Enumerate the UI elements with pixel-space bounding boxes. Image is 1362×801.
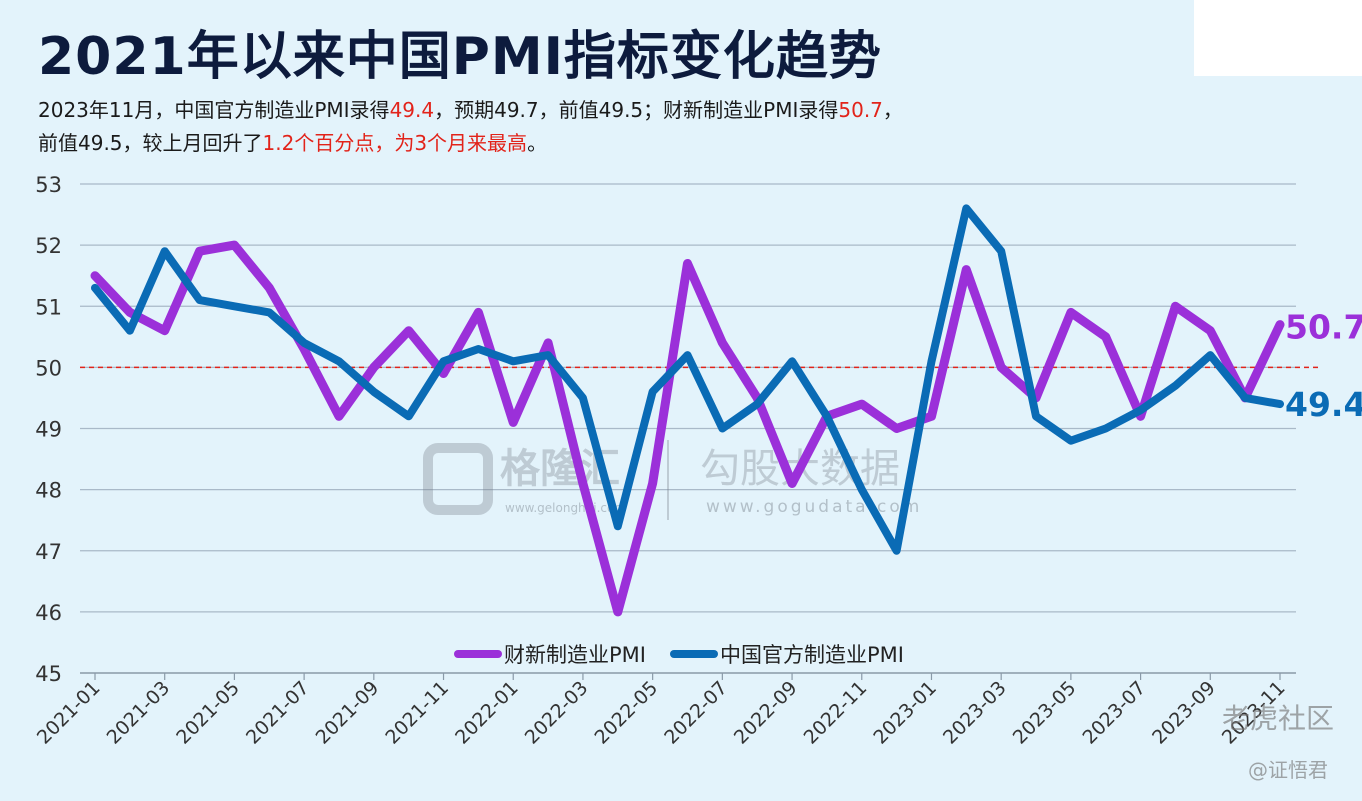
x-tick-label-2022-11: 2022-11 [800, 677, 872, 749]
watermark-tiger-community: 老虎社区 [1221, 702, 1334, 735]
label-layer: 50.7 49.4 [1285, 308, 1362, 424]
x-tick-label-2022-03: 2022-03 [521, 677, 593, 749]
legend-label-0: 财新制造业PMI [504, 643, 646, 667]
x-tick-label-2022-09: 2022-09 [730, 677, 802, 749]
end-label-series-1: 49.4 [1285, 385, 1362, 424]
grid-layer: 4546474849505152532021-012021-032021-052… [33, 173, 1322, 749]
legend-layer: 财新制造业PMI 中国官方制造业PMI [454, 643, 904, 667]
y-tick-label-48: 48 [35, 479, 62, 503]
sub2-text-a: 前值49.5，较上月回升了 [38, 131, 263, 155]
watermark-gelonghui-url: www.gelonghui.com [505, 501, 626, 515]
y-tick-label-53: 53 [35, 173, 62, 197]
watermark-author: @证悟君 [1248, 758, 1328, 782]
x-tick-label-2023-09: 2023-09 [1148, 677, 1220, 749]
y-tick-label-45: 45 [35, 662, 62, 686]
x-tick-label-2021-03: 2021-03 [103, 677, 175, 749]
x-tick-label-2021-11: 2021-11 [381, 677, 453, 749]
x-tick-label-2023-05: 2023-05 [1009, 677, 1081, 749]
sub2-text-b: 。 [527, 131, 548, 155]
y-tick-label-52: 52 [35, 234, 62, 258]
sub1-text-a: 2023年11月，中国官方制造业PMI录得 [38, 98, 390, 122]
y-tick-label-51: 51 [35, 295, 62, 319]
sub2-highlight: 1.2个百分点，为3个月来最高 [262, 131, 528, 155]
sub1-official-value: 49.4 [389, 98, 435, 122]
x-tick-label-2023-07: 2023-07 [1078, 677, 1150, 749]
x-tick-label-2022-07: 2022-07 [660, 677, 732, 749]
sub1-text-c: ， [882, 98, 903, 122]
x-tick-label-2022-05: 2022-05 [590, 677, 662, 749]
series-layer [90, 204, 1285, 617]
y-tick-label-46: 46 [35, 601, 62, 625]
y-tick-label-49: 49 [35, 418, 62, 442]
legend-label-1: 中国官方制造业PMI [720, 643, 904, 667]
x-tick-label-2023-03: 2023-03 [939, 677, 1011, 749]
x-tick-label-2022-01: 2022-01 [451, 677, 523, 749]
sub1-text-b: ，预期49.7，前值49.5；财新制造业PMI录得 [434, 98, 839, 122]
watermark-gogudata-url: www.gogudata.com [706, 497, 922, 517]
x-tick-label-2021-01: 2021-01 [33, 677, 105, 749]
watermark-g-logo [423, 443, 493, 515]
subtitle-line-2: 前值49.5，较上月回升了1.2个百分点，为3个月来最高。 [38, 127, 547, 156]
y-tick-label-47: 47 [35, 540, 62, 564]
corner-overlay [1194, 0, 1362, 76]
x-tick-label-2021-09: 2021-09 [312, 677, 384, 749]
x-tick-label-2021-05: 2021-05 [172, 677, 244, 749]
end-label-series-0: 50.7 [1285, 308, 1362, 347]
chart-title: 2021年以来中国PMI指标变化趋势 [38, 27, 882, 87]
x-tick-label-2023-01: 2023-01 [869, 677, 941, 749]
subtitle-line-1: 2023年11月，中国官方制造业PMI录得49.4，预期49.7，前值49.5；… [38, 94, 903, 123]
y-tick-label-50: 50 [35, 356, 62, 380]
sub1-caixin-value: 50.7 [838, 98, 883, 122]
x-tick-label-2021-07: 2021-07 [242, 677, 314, 749]
